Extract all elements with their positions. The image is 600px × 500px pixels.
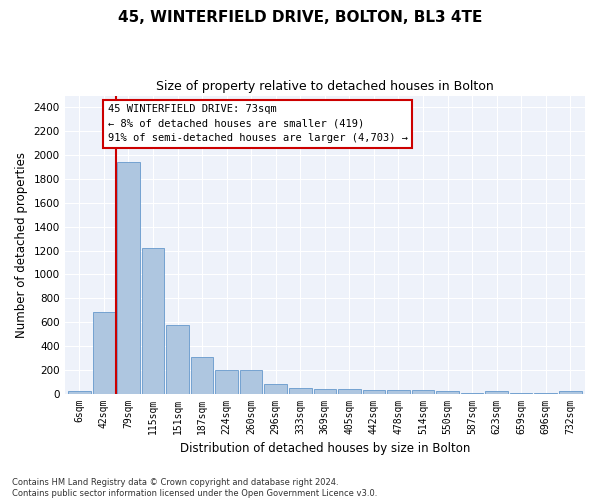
Title: Size of property relative to detached houses in Bolton: Size of property relative to detached ho… <box>156 80 494 93</box>
Bar <box>240 370 262 394</box>
Text: 45, WINTERFIELD DRIVE, BOLTON, BL3 4TE: 45, WINTERFIELD DRIVE, BOLTON, BL3 4TE <box>118 10 482 25</box>
Bar <box>289 388 311 394</box>
Bar <box>142 248 164 394</box>
Bar <box>559 392 581 394</box>
X-axis label: Distribution of detached houses by size in Bolton: Distribution of detached houses by size … <box>179 442 470 455</box>
Bar <box>535 393 557 394</box>
Bar <box>68 391 91 394</box>
Bar <box>215 370 238 394</box>
Bar <box>485 392 508 394</box>
Bar <box>191 356 214 394</box>
Bar <box>265 384 287 394</box>
Bar <box>387 390 410 394</box>
Bar <box>510 393 532 394</box>
Bar <box>338 389 361 394</box>
Bar <box>92 312 115 394</box>
Bar <box>314 389 336 394</box>
Bar <box>461 392 484 394</box>
Bar <box>436 390 459 394</box>
Y-axis label: Number of detached properties: Number of detached properties <box>15 152 28 338</box>
Text: 45 WINTERFIELD DRIVE: 73sqm
← 8% of detached houses are smaller (419)
91% of sem: 45 WINTERFIELD DRIVE: 73sqm ← 8% of deta… <box>107 104 407 144</box>
Bar <box>412 390 434 394</box>
Bar <box>166 325 189 394</box>
Text: Contains HM Land Registry data © Crown copyright and database right 2024.
Contai: Contains HM Land Registry data © Crown c… <box>12 478 377 498</box>
Bar <box>117 162 140 394</box>
Bar <box>362 390 385 394</box>
